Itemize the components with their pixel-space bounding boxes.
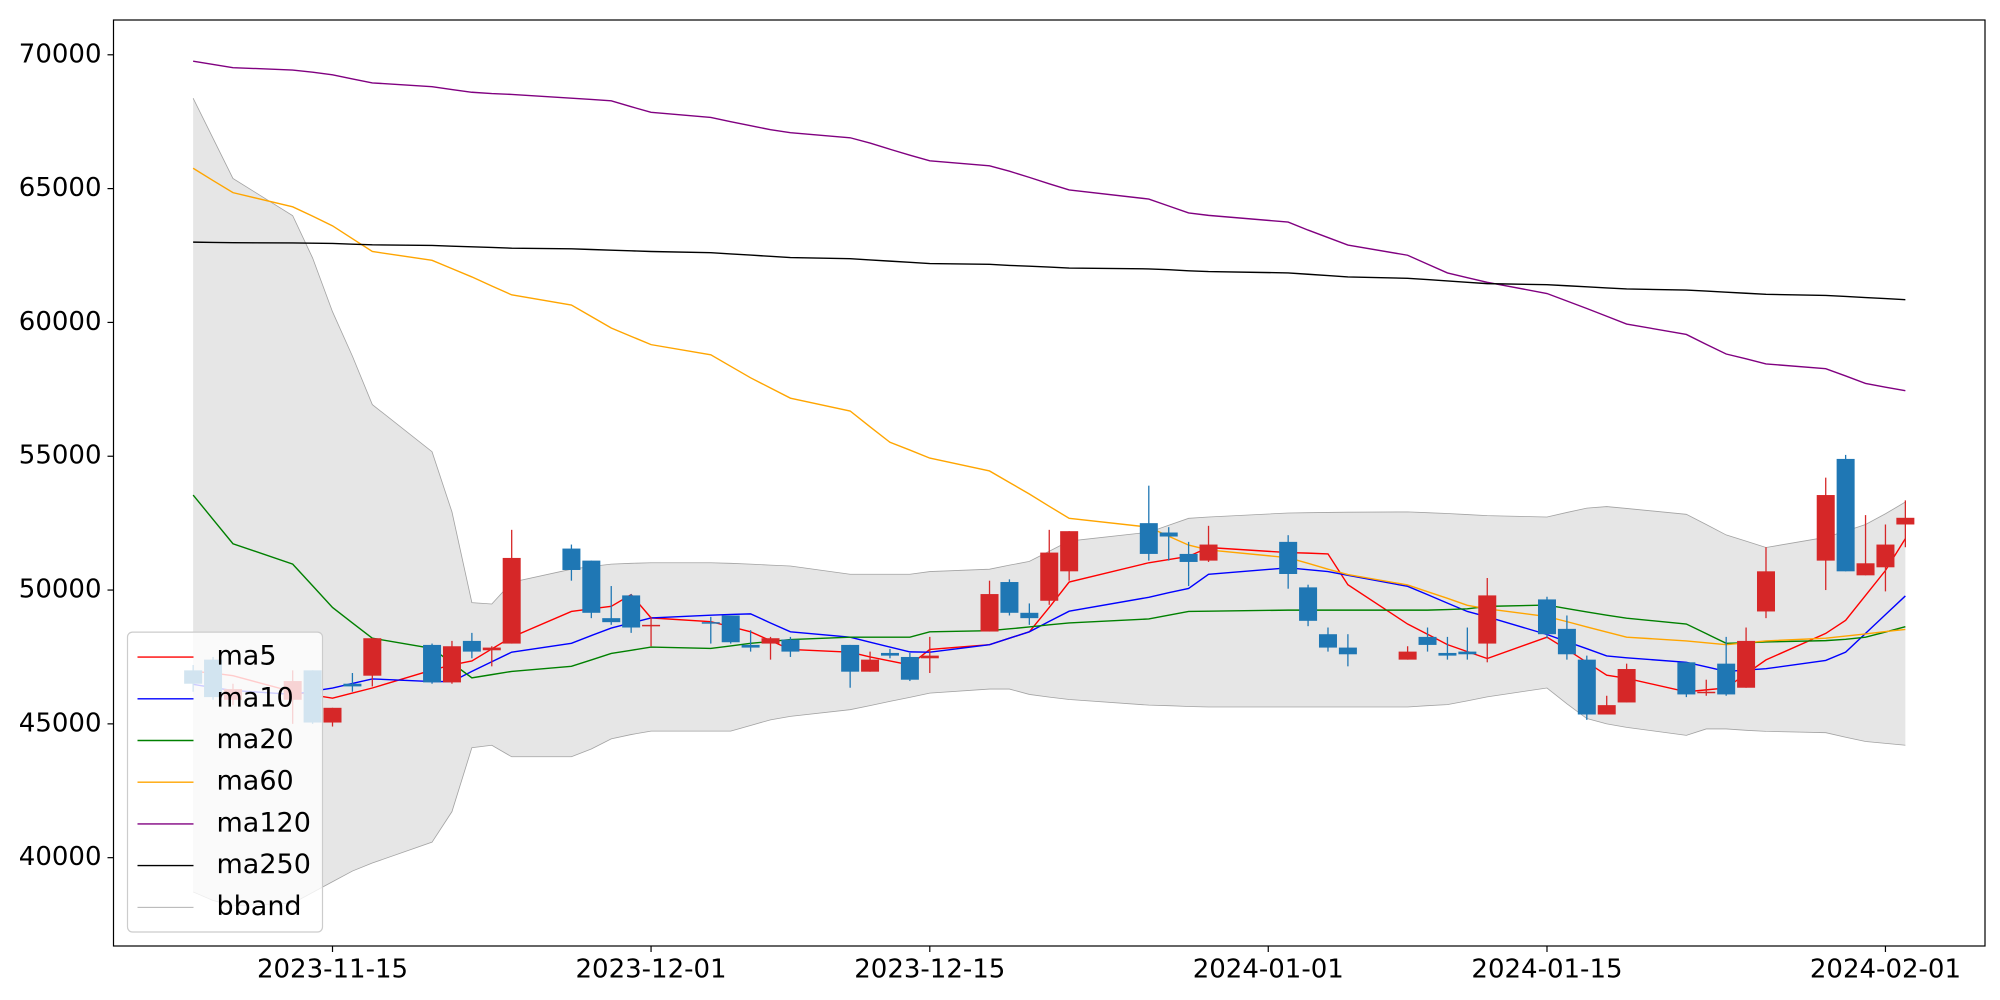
- candle-body: [1418, 636, 1437, 645]
- candle-body: [1597, 705, 1616, 715]
- candle-body: [602, 618, 621, 623]
- candle-body: [343, 683, 362, 687]
- candle-body: [861, 659, 880, 672]
- candle-body: [1299, 587, 1318, 621]
- band-fill: [193, 98, 1906, 906]
- legend-label: ma250: [217, 849, 311, 880]
- candle-body: [502, 557, 521, 644]
- y-tick-label: 65000: [19, 173, 102, 203]
- x-tick-label: 2024-02-01: [1810, 955, 1961, 985]
- candle-body: [423, 644, 442, 683]
- legend-label: ma10: [217, 682, 294, 713]
- legend-label: bband: [217, 891, 302, 922]
- candle-body: [323, 707, 342, 723]
- legend-label: ma120: [217, 807, 311, 838]
- candle-body: [642, 624, 661, 627]
- candle-body: [1000, 582, 1019, 613]
- candle-body: [582, 560, 601, 613]
- candle-body: [920, 655, 939, 659]
- candle-body: [1040, 552, 1059, 601]
- candle-body: [1816, 495, 1835, 561]
- candle-body: [1060, 531, 1079, 572]
- candle-body: [841, 644, 860, 672]
- line-ma250: [193, 241, 1906, 301]
- axes-frame: [112, 19, 1986, 947]
- legend-label: ma60: [217, 766, 294, 797]
- candle-body: [1338, 647, 1357, 655]
- candle-body: [1199, 544, 1218, 561]
- candle-body: [1318, 634, 1337, 648]
- candle-body: [622, 595, 641, 628]
- candle-body: [1717, 663, 1736, 695]
- x-tick-label: 2023-12-15: [854, 955, 1005, 985]
- band-upper: [192, 97, 1906, 605]
- y-tick-label: 60000: [19, 307, 102, 337]
- candle-body: [1836, 458, 1855, 572]
- line-ma60: [192, 167, 1906, 646]
- candle-body: [880, 652, 899, 656]
- candle-body: [741, 644, 760, 648]
- candle-body: [1279, 541, 1298, 574]
- candle-body: [1478, 595, 1497, 644]
- candle-body: [1179, 553, 1198, 562]
- candle-body: [781, 639, 800, 652]
- candle-body: [1856, 563, 1875, 576]
- band-lower: [192, 687, 1906, 907]
- candle-body: [1458, 651, 1477, 655]
- candle-body: [1398, 651, 1417, 660]
- candle-body: [900, 656, 919, 680]
- candle-body: [482, 647, 501, 651]
- legend: ma5 ma10 ma20 ma60 ma120 ma250 bband: [126, 631, 324, 933]
- x-tick-label: 2024-01-01: [1193, 955, 1344, 985]
- candle-body: [1677, 662, 1696, 695]
- legend-box: [126, 631, 324, 933]
- candle-body: [462, 640, 481, 652]
- x-tick-label: 2024-01-15: [1471, 955, 1622, 985]
- line-ma10: [193, 567, 1906, 696]
- candle-body: [761, 638, 780, 644]
- x-tick-label: 2023-11-15: [257, 955, 408, 985]
- x-tick-label: 2023-12-01: [576, 955, 727, 985]
- candle-body: [1159, 532, 1178, 537]
- y-tick-label: 40000: [19, 842, 102, 872]
- candle-body: [1756, 571, 1775, 612]
- y-tick-label: 45000: [19, 708, 102, 738]
- y-tick-label: 70000: [19, 39, 102, 69]
- candle-body: [1737, 640, 1756, 688]
- candle-body: [1697, 691, 1716, 694]
- candle-body: [1537, 599, 1556, 635]
- candle-body: [980, 594, 999, 632]
- candle-body: [1557, 628, 1576, 655]
- candle-body: [1139, 523, 1158, 554]
- line-ma120: [193, 60, 1906, 392]
- candle-body: [1577, 659, 1596, 715]
- y-tick-label: 50000: [19, 575, 102, 605]
- candle-body: [1438, 652, 1457, 656]
- candle-body: [1617, 669, 1636, 703]
- candle-body: [1876, 544, 1895, 568]
- candle-body: [701, 622, 720, 624]
- candle-body: [442, 646, 461, 683]
- candle-body: [363, 638, 382, 676]
- legend-label: ma20: [217, 724, 294, 755]
- candle-body: [1896, 517, 1915, 525]
- candle-body: [721, 615, 740, 643]
- line-ma20: [192, 494, 1906, 679]
- legend-label: ma5: [217, 641, 277, 672]
- y-tick-label: 55000: [19, 441, 102, 471]
- candle-body: [562, 548, 581, 570]
- candle-body: [1020, 612, 1039, 619]
